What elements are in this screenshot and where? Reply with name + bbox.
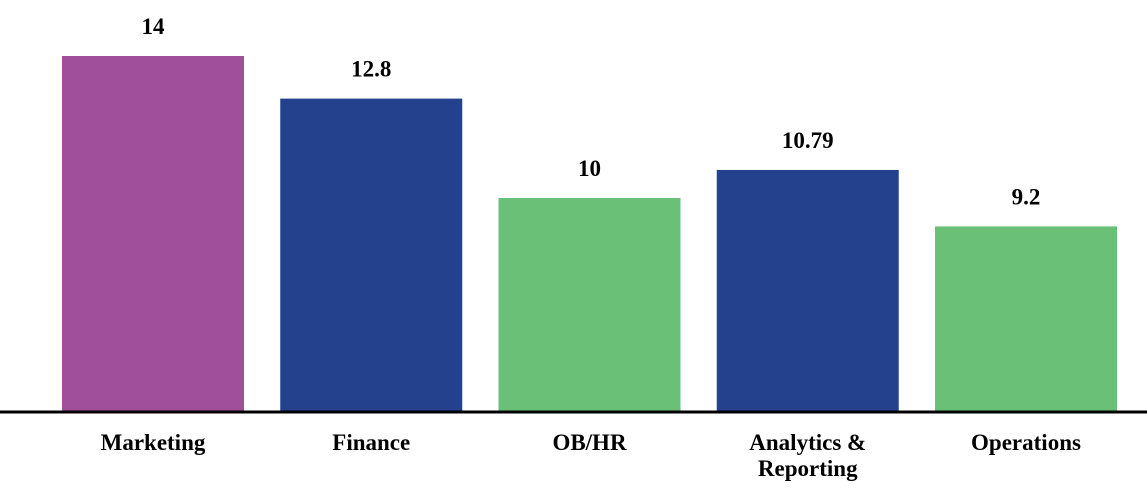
value-label: 12.8 [351,57,391,82]
bar [498,198,681,411]
x-tick-label: Marketing [100,430,206,455]
x-tick-label: Finance [332,430,411,455]
x-tick-label: Analytics & Reporting [749,430,867,481]
value-label: 14 [142,14,166,39]
value-label: 10.79 [782,128,834,153]
value-label: 10 [578,156,601,181]
bar [716,169,899,411]
x-tick-label: OB/HR [552,430,627,455]
x-tick-label: Operations [971,430,1081,455]
bar [62,56,244,411]
value-label: 9.2 [1012,184,1041,209]
bar [935,226,1117,411]
bar [280,98,463,411]
